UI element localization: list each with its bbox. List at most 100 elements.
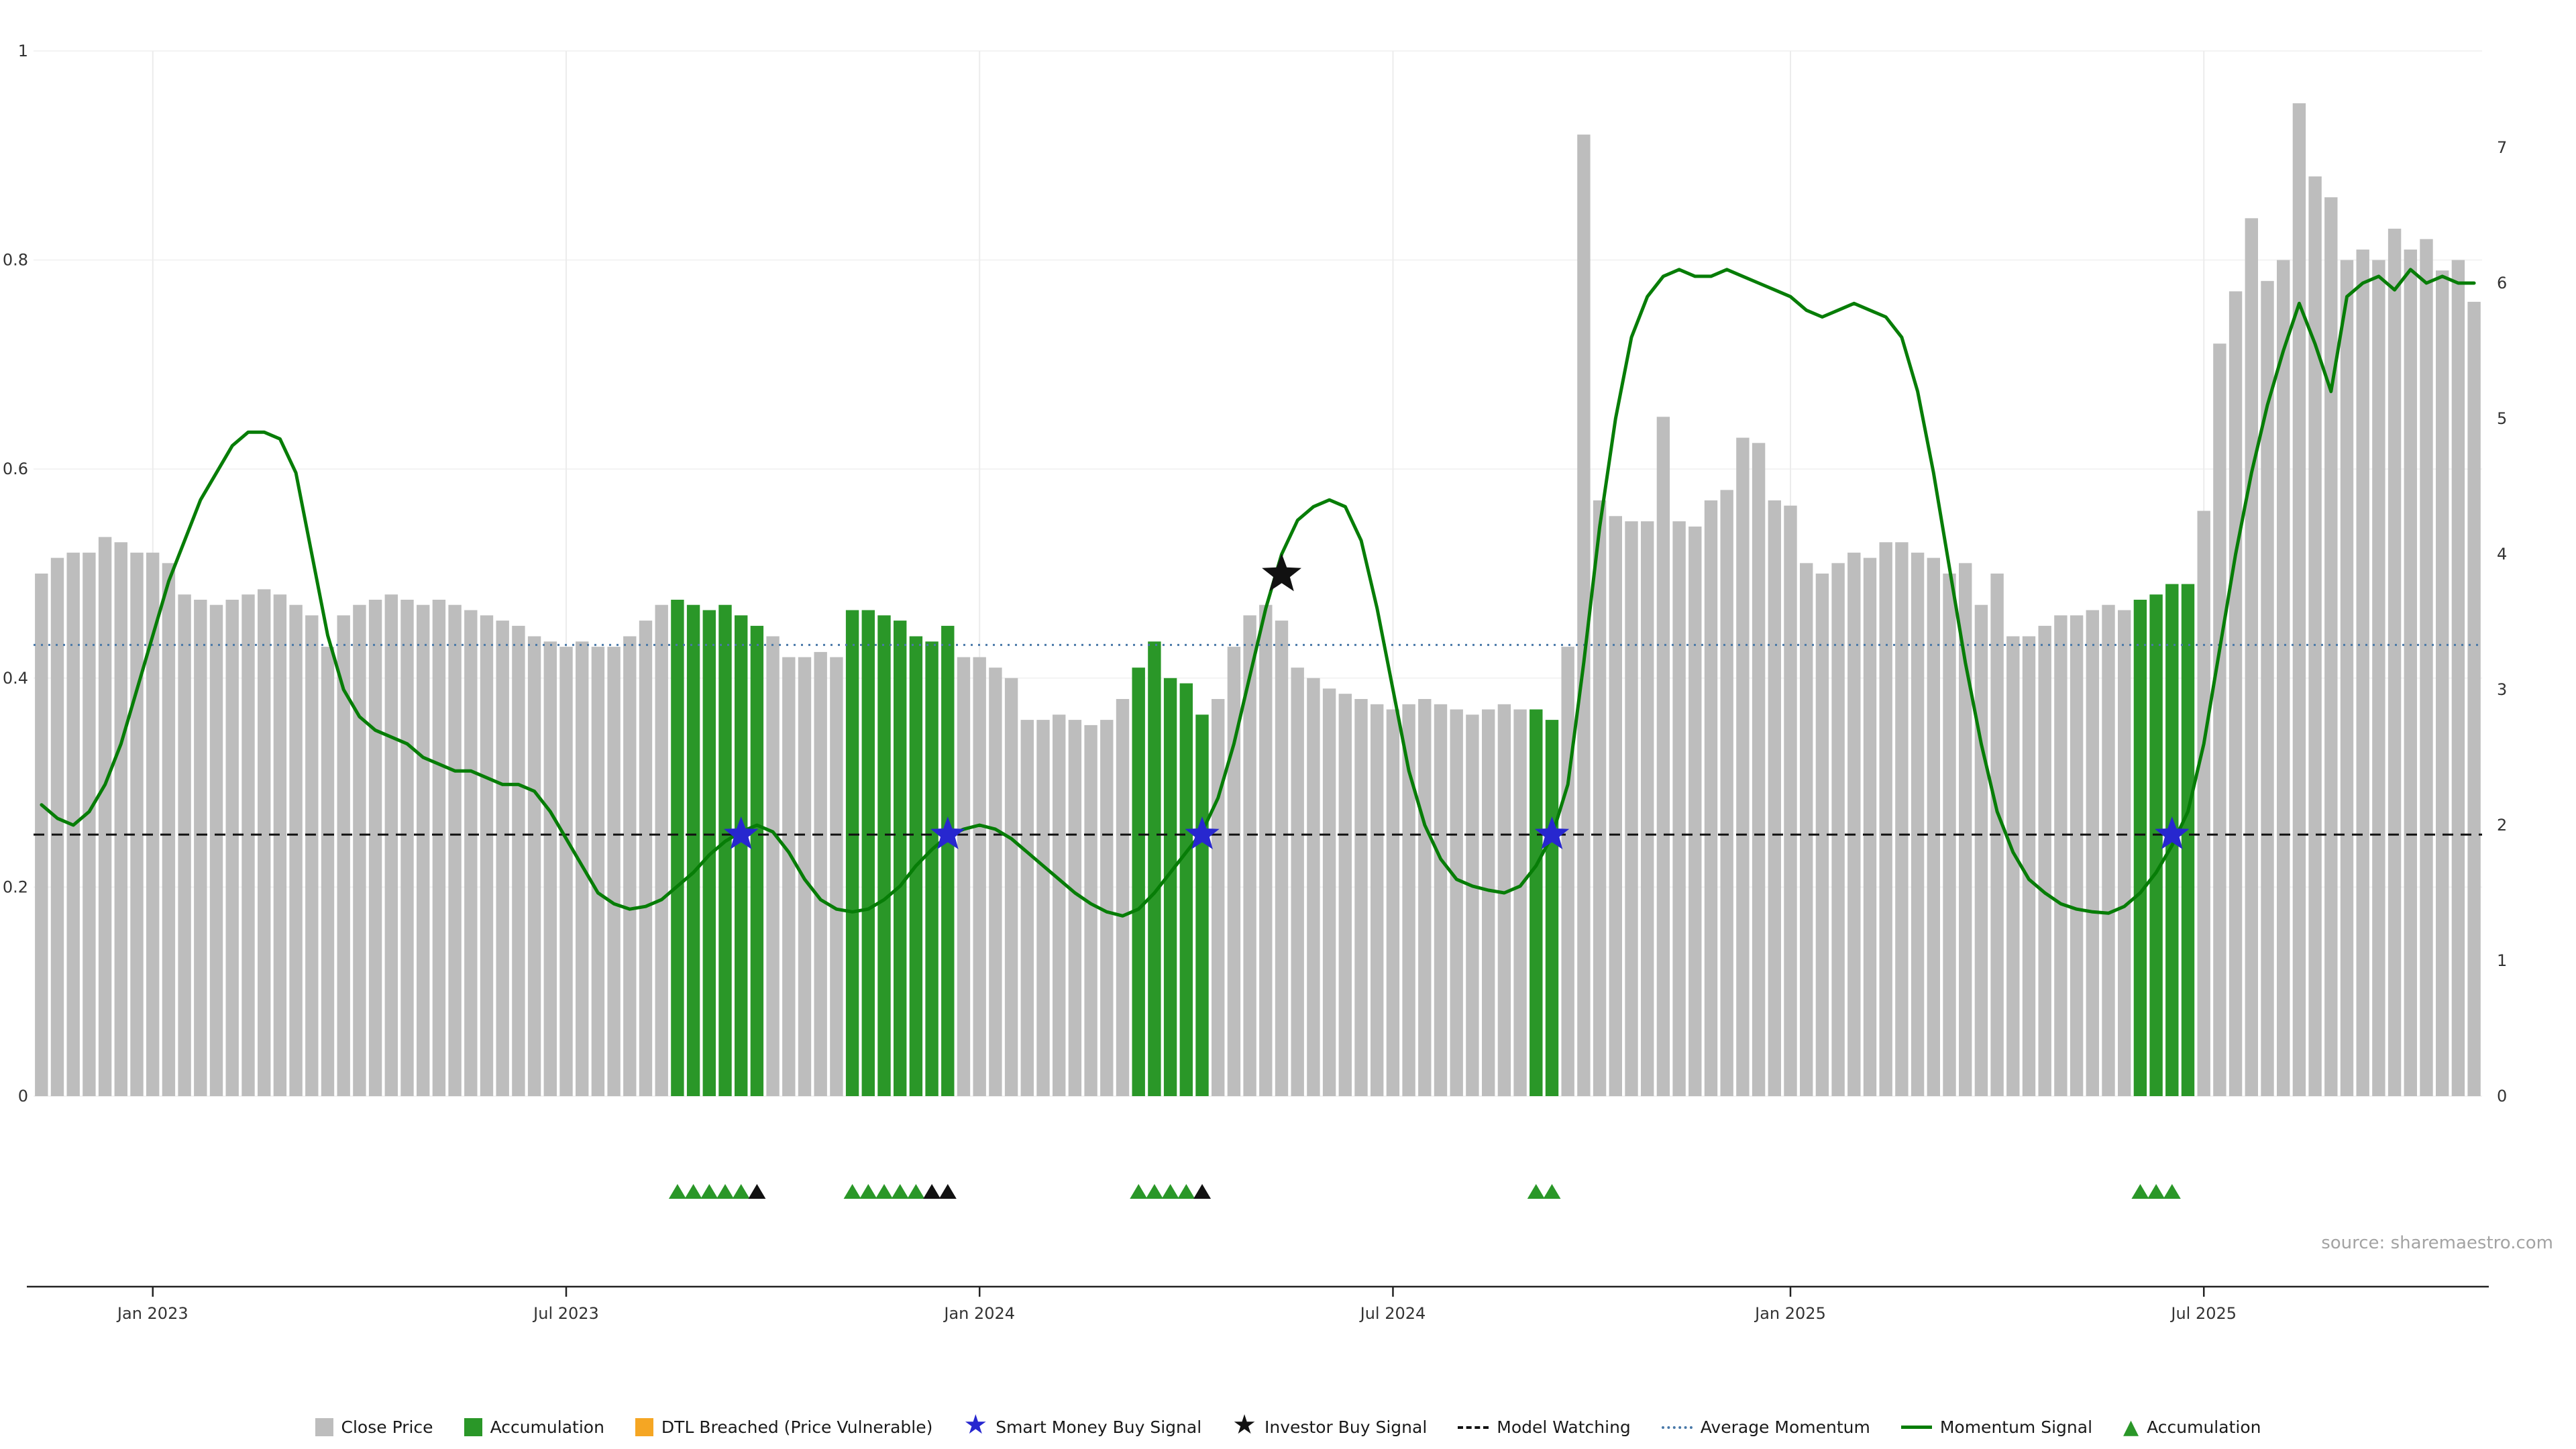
right-axis-tick-label: 0 — [2497, 1087, 2507, 1106]
close-price-bar — [2308, 176, 2322, 1096]
accumulation-bar — [1163, 678, 1177, 1096]
accumulation-bar — [925, 641, 938, 1096]
close-price-bar — [162, 563, 176, 1096]
close-price-bar — [591, 647, 605, 1096]
legend-item-label: DTL Breached (Price Vulnerable) — [661, 1417, 933, 1437]
close-price-bar — [1577, 134, 1591, 1097]
close-price-bar — [384, 594, 398, 1096]
right-axis-tick-label: 2 — [2497, 816, 2507, 835]
close-price-bar — [209, 604, 223, 1096]
close-price-bar — [1895, 542, 1909, 1096]
close-price-bar — [2404, 250, 2417, 1096]
accumulation-bar — [1132, 667, 1145, 1096]
close-price-bar — [1561, 647, 1574, 1096]
close-price-bar — [2277, 260, 2290, 1097]
accumulation-bar — [750, 625, 764, 1096]
x-tick-label: Jan 2023 — [116, 1304, 189, 1323]
chart-legend: Close Price Accumulation DTL Breached (Pri… — [0, 1411, 2576, 1439]
accumulation-bar — [671, 600, 684, 1096]
x-tick-label: Jul 2023 — [532, 1304, 599, 1323]
right-axis-tick-label: 3 — [2497, 680, 2507, 699]
close-price-bar — [50, 557, 64, 1096]
accumulation-bar — [877, 615, 891, 1096]
legend-dashed-line-icon — [1458, 1426, 1489, 1429]
investor-buy-star — [1262, 553, 1301, 592]
accumulation-triangle-black — [938, 1183, 957, 1199]
accumulation-triangle-green — [668, 1183, 686, 1199]
close-price-bar — [1338, 694, 1352, 1096]
bars-layer — [35, 103, 2481, 1097]
close-price-bar — [83, 552, 96, 1096]
left-axis-tick-label: 1 — [18, 42, 28, 60]
accumulation-bar — [2149, 594, 2163, 1096]
close-price-bar — [1784, 505, 1797, 1096]
close-price-bar — [114, 542, 127, 1096]
close-price-bar — [1943, 574, 1956, 1096]
accumulation-triangle-green — [732, 1183, 750, 1199]
left-axis-tick-label: 0 — [18, 1087, 28, 1106]
close-price-bar — [432, 600, 446, 1096]
right-axis-tick-label: 7 — [2497, 138, 2507, 157]
close-price-bar — [766, 636, 780, 1096]
close-price-bar — [368, 600, 382, 1096]
close-price-bar — [1497, 704, 1511, 1097]
close-price-bar — [1434, 704, 1448, 1097]
close-price-bar — [1768, 500, 1781, 1096]
close-price-bar — [1068, 720, 1082, 1096]
close-price-bar — [814, 651, 827, 1096]
close-price-bar — [1736, 437, 1750, 1096]
close-price-bar — [2324, 197, 2338, 1097]
close-price-bar — [2038, 625, 2051, 1096]
close-price-bar — [655, 604, 668, 1096]
close-price-bar — [1322, 688, 1336, 1096]
legend-square-swatch — [315, 1418, 333, 1436]
legend-item-investor-buy: ★ Investor Buy Signal — [1232, 1411, 1428, 1438]
close-price-bar — [1609, 516, 1622, 1096]
close-price-bar — [2372, 260, 2385, 1097]
close-price-bar — [289, 604, 303, 1096]
close-price-bar — [1704, 500, 1718, 1096]
close-price-bar — [559, 647, 573, 1096]
close-price-bar — [448, 604, 462, 1096]
close-price-bar — [2420, 239, 2433, 1096]
close-price-bar — [1974, 604, 1988, 1096]
close-price-bar — [607, 647, 621, 1096]
legend-item-label: Investor Buy Signal — [1265, 1417, 1428, 1437]
accumulation-bar — [894, 621, 907, 1096]
close-price-bar — [830, 657, 843, 1096]
accumulation-bar — [1195, 714, 1209, 1096]
accumulation-triangle-green — [716, 1183, 735, 1199]
legend-item-label: Model Watching — [1497, 1417, 1631, 1437]
close-price-bar — [1227, 647, 1241, 1096]
close-price-bar — [1053, 714, 1066, 1096]
accumulation-triangle-green — [700, 1183, 718, 1199]
close-price-bar — [1466, 714, 1479, 1096]
close-price-bar — [2118, 610, 2131, 1096]
close-price-bar — [1004, 678, 1018, 1096]
close-price-bar — [543, 641, 557, 1096]
left-axis-tick-label: 0.6 — [3, 460, 28, 478]
accumulation-bar — [2181, 584, 2195, 1096]
close-price-bar — [273, 594, 287, 1096]
accumulation-bar — [861, 610, 875, 1096]
accumulation-triangle-black — [1193, 1183, 1212, 1199]
accumulation-bar — [941, 625, 955, 1096]
accumulation-bar — [1529, 709, 1543, 1096]
close-price-bar — [1259, 604, 1273, 1096]
close-price-bar — [1036, 720, 1050, 1096]
accumulation-bar — [845, 610, 859, 1096]
close-price-bar — [1371, 704, 1384, 1097]
close-price-bar — [1402, 704, 1415, 1097]
legend-dotted-line-icon — [1661, 1426, 1693, 1429]
legend-item-smart-money-buy: ★ Smart Money Buy Signal — [963, 1411, 1201, 1438]
close-price-bar — [353, 604, 366, 1096]
close-price-bar — [146, 552, 160, 1096]
legend-triangle-icon: ▲ — [2123, 1415, 2139, 1439]
left-axis-tick-label: 0.8 — [3, 251, 28, 270]
close-price-bar — [1116, 699, 1130, 1096]
accumulation-bar — [686, 604, 700, 1096]
legend-item-close-price: Close Price — [315, 1417, 433, 1437]
accumulation-triangle-green — [1177, 1183, 1195, 1199]
accumulation-marker-row — [668, 1183, 2181, 1199]
